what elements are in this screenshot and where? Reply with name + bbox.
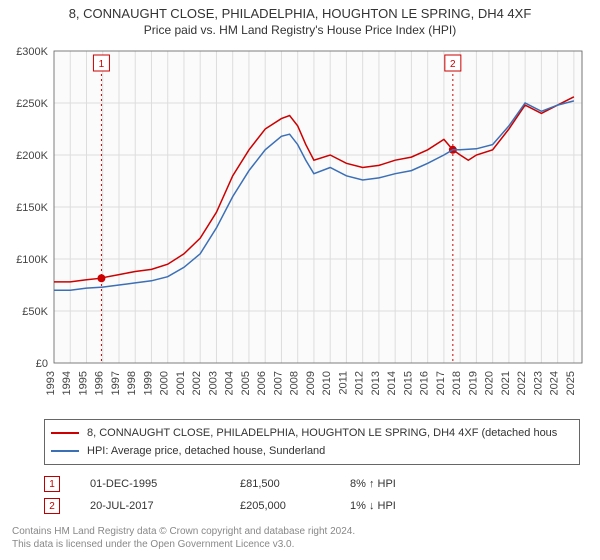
svg-text:2000: 2000 [159,371,171,395]
line-chart: £0 £50K £100K £150K £200K £250K £300K 1993 1994 1… [10,43,590,413]
marker-badge: 2 [44,498,60,514]
svg-text:2021: 2021 [500,371,512,395]
marker-row: 1 01-DEC-1995 £81,500 8% ↑ HPI [44,473,580,495]
svg-text:2004: 2004 [224,371,236,395]
marker-date: 01-DEC-1995 [90,478,210,490]
title-subtitle: Price paid vs. HM Land Registry's House … [10,23,590,37]
marker-price: £81,500 [240,478,320,490]
title-block: 8, CONNAUGHT CLOSE, PHILADELPHIA, HOUGHT… [0,0,600,39]
legend-swatch-price-paid [51,432,79,434]
marker-date: 20-JUL-2017 [90,500,210,512]
footer-line: Contains HM Land Registry data © Crown c… [12,525,590,538]
svg-text:2: 2 [450,59,456,70]
svg-text:1: 1 [99,59,105,70]
svg-text:2002: 2002 [191,371,203,395]
svg-text:£150K: £150K [16,202,48,214]
svg-text:£200K: £200K [16,150,48,162]
title-address: 8, CONNAUGHT CLOSE, PHILADELPHIA, HOUGHT… [10,6,590,21]
legend-row: HPI: Average price, detached house, Sund… [51,442,573,460]
svg-text:2022: 2022 [516,371,528,395]
svg-text:1994: 1994 [61,371,73,395]
svg-text:1998: 1998 [126,371,138,395]
svg-text:2006: 2006 [256,371,268,395]
svg-text:£300K: £300K [16,46,48,58]
legend-label: HPI: Average price, detached house, Sund… [87,445,325,457]
svg-text:£0: £0 [36,358,48,370]
svg-text:2014: 2014 [386,371,398,395]
svg-text:1997: 1997 [110,371,122,395]
marker-price: £205,000 [240,500,320,512]
svg-text:2024: 2024 [549,371,561,395]
svg-text:2015: 2015 [402,371,414,395]
svg-text:1996: 1996 [94,371,106,395]
svg-text:£100K: £100K [16,254,48,266]
chart-area: £0 £50K £100K £150K £200K £250K £300K 1993 1994 1… [10,43,590,413]
marker-badge: 1 [44,476,60,492]
footer: Contains HM Land Registry data © Crown c… [12,525,590,551]
footer-line: This data is licensed under the Open Gov… [12,538,590,551]
svg-text:2025: 2025 [565,371,577,395]
svg-text:2013: 2013 [370,371,382,395]
svg-text:2005: 2005 [240,371,252,395]
legend-row: 8, CONNAUGHT CLOSE, PHILADELPHIA, HOUGHT… [51,424,573,442]
svg-text:2023: 2023 [532,371,544,395]
svg-text:1999: 1999 [142,371,154,395]
svg-text:£250K: £250K [16,98,48,110]
legend: 8, CONNAUGHT CLOSE, PHILADELPHIA, HOUGHT… [44,419,580,465]
chart-container: 8, CONNAUGHT CLOSE, PHILADELPHIA, HOUGHT… [0,0,600,560]
marker-hpi: 8% ↑ HPI [350,478,470,490]
svg-text:2020: 2020 [484,371,496,395]
marker-row: 2 20-JUL-2017 £205,000 1% ↓ HPI [44,495,580,517]
svg-text:2001: 2001 [175,371,187,395]
legend-label: 8, CONNAUGHT CLOSE, PHILADELPHIA, HOUGHT… [87,427,557,439]
svg-text:2011: 2011 [337,371,349,395]
svg-text:1995: 1995 [77,371,89,395]
svg-text:2019: 2019 [467,371,479,395]
svg-text:2017: 2017 [435,371,447,395]
svg-text:£50K: £50K [22,306,48,318]
legend-swatch-hpi [51,450,79,452]
svg-text:1993: 1993 [45,371,57,395]
marker-table: 1 01-DEC-1995 £81,500 8% ↑ HPI 2 20-JUL-… [44,473,580,517]
svg-text:2018: 2018 [451,371,463,395]
svg-text:2003: 2003 [207,371,219,395]
svg-text:2012: 2012 [354,371,366,395]
svg-text:2010: 2010 [321,371,333,395]
svg-text:2009: 2009 [305,371,317,395]
svg-text:2008: 2008 [289,371,301,395]
svg-text:2016: 2016 [419,371,431,395]
svg-text:2007: 2007 [272,371,284,395]
marker-hpi: 1% ↓ HPI [350,500,470,512]
